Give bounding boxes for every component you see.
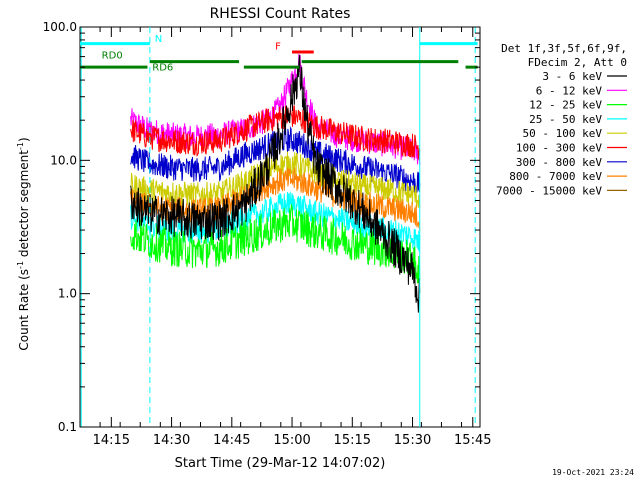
legend-label: 300 - 800 keV: [516, 156, 602, 169]
legend-label: 3 - 6 keV: [542, 70, 602, 83]
legend-header-2: FDecim 2, Att 0: [528, 56, 627, 69]
y-axis-label: Count Rate (s-1 detector segment-1): [16, 137, 31, 350]
y-axis: 100.0 10.0 1.0 0.1: [43, 20, 480, 434]
legend-label: 7000 - 15000 keV: [496, 184, 602, 197]
x-tick-label: 15:00: [273, 433, 310, 448]
legend-label: 6 - 12 keV: [536, 84, 603, 97]
series-line: [130, 53, 421, 166]
x-tick-label: 15:45: [454, 433, 491, 448]
legend-label: 100 - 300 keV: [516, 142, 602, 155]
legend-label: 50 - 100 keV: [523, 127, 603, 140]
x-tick-label: 14:15: [93, 433, 130, 448]
plot-area: N RD0 RD6 F: [79, 26, 481, 428]
x-axis-label: Start Time (29-Mar-12 14:07:02): [175, 456, 386, 471]
plot-frame: [79, 26, 481, 428]
x-tick-label: 15:15: [334, 433, 371, 448]
legend-header-1: Det 1f,3f,5f,6f,9f,: [501, 42, 627, 55]
y-tick-label: 10.0: [50, 153, 77, 167]
flag-annotation: F: [275, 41, 281, 52]
series-line: [130, 105, 421, 160]
flag-annotation: RD6: [152, 63, 173, 74]
flag-annotation: RD0: [102, 51, 123, 62]
legend: Det 1f,3f,5f,6f,9f, FDecim 2, Att 0 3 - …: [496, 42, 627, 197]
legend-label: 12 - 25 keV: [529, 99, 602, 112]
legend-label: 800 - 7000 keV: [509, 170, 602, 183]
x-tick-label: 14:45: [213, 433, 250, 448]
x-tick-label: 15:30: [394, 433, 431, 448]
x-tick-label: 14:30: [153, 433, 190, 448]
footer-timestamp: 19-Oct-2021 23:24: [552, 468, 634, 477]
series-line: [130, 167, 421, 231]
flag-annotation: N: [155, 34, 162, 45]
y-tick-label: 1.0: [58, 287, 77, 301]
series-line: [130, 54, 421, 313]
legend-label: 25 - 50 keV: [529, 113, 602, 126]
y-tick-label: 100.0: [43, 20, 77, 34]
chart-title: RHESSI Count Rates: [210, 6, 351, 22]
y-tick-label: 0.1: [58, 420, 77, 434]
x-axis: 14:15 14:30 14:45 15:00 15:15 15:30 15:45: [79, 27, 492, 448]
